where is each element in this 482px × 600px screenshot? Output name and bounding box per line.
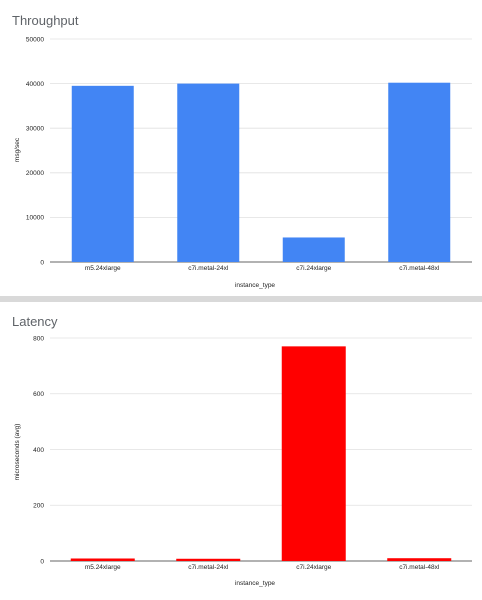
y-tick-label: 800 — [33, 335, 44, 342]
bar-m5.24xlarge — [71, 85, 134, 262]
bar-c7i.metal-48xl — [388, 82, 451, 262]
bar-c7i.metal-24xl — [176, 558, 241, 561]
x-tick-label: c7i.metal-48xl — [399, 265, 440, 272]
chart-title: Throughput — [12, 13, 79, 28]
y-tick-label: 200 — [33, 503, 44, 510]
bar-c7i.24xlarge — [282, 237, 345, 262]
x-tick-label: c7i.metal-48xl — [399, 564, 440, 571]
x-tick-label: c7i.24xlarge — [296, 265, 331, 272]
y-tick-label: 400 — [33, 447, 44, 454]
y-axis-label: msg/sec — [14, 137, 21, 162]
bar-m5.24xlarge — [70, 558, 135, 561]
x-tick-label: m5.24xlarge — [85, 564, 121, 571]
x-tick-label: c7i.metal-24xl — [188, 564, 229, 571]
y-axis-label: microseconds (avg) — [14, 424, 21, 481]
throughput-chart: Throughput 0 10000 20000 30000 40000 50000 m5.… — [12, 13, 472, 289]
y-tick-label: 50000 — [26, 36, 44, 43]
latency-chart-panel: Latency 0 200 400 600 800 m5.24xlarge c7i.meta… — [0, 302, 482, 600]
bar-c7i.metal-48xl — [387, 558, 452, 561]
x-tick-label: c7i.24xlarge — [296, 564, 331, 571]
bar-c7i.24xlarge — [281, 346, 346, 561]
y-tick-label: 20000 — [26, 170, 44, 177]
latency-chart: Latency 0 200 400 600 800 m5.24xlarge c7i.meta… — [12, 314, 472, 587]
y-tick-label: 40000 — [26, 81, 44, 88]
y-tick-label: 10000 — [26, 215, 44, 222]
x-axis-label: instance_type — [235, 282, 275, 289]
y-tick-label: 30000 — [26, 126, 44, 133]
throughput-chart-panel: Throughput 0 10000 20000 30000 40000 50000 m5.… — [0, 0, 482, 296]
y-tick-label: 0 — [40, 558, 44, 565]
chart-title: Latency — [12, 314, 58, 329]
y-tick-label: 0 — [40, 259, 44, 266]
bar-c7i.metal-24xl — [177, 83, 240, 262]
y-tick-label: 600 — [33, 391, 44, 398]
x-tick-label: c7i.metal-24xl — [188, 265, 229, 272]
x-tick-label: m5.24xlarge — [85, 265, 121, 272]
chart-separator — [0, 296, 482, 302]
x-axis-label: instance_type — [235, 580, 275, 587]
